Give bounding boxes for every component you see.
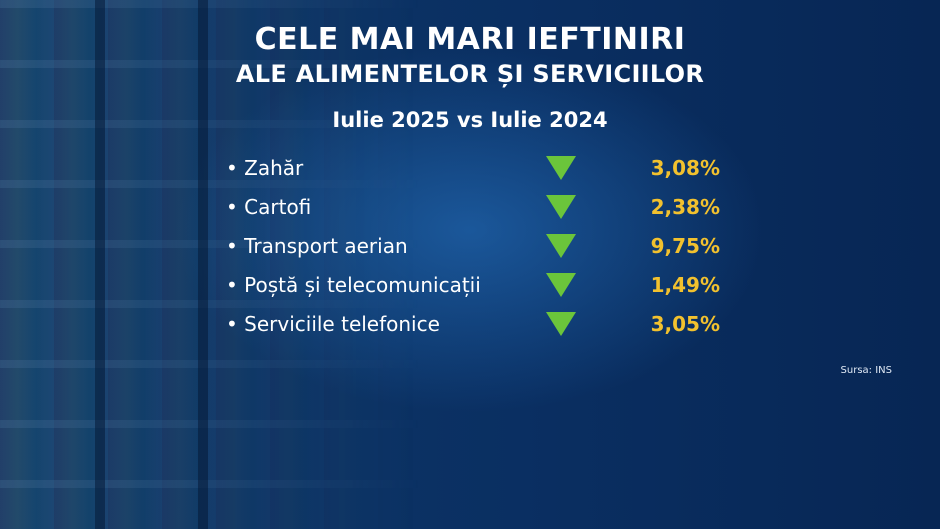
shelf-pillar: [198, 0, 208, 529]
down-triangle-icon: [546, 234, 576, 258]
down-triangle-icon: [546, 273, 576, 297]
title-line-2: ALE ALIMENTELOR ȘI SERVICIILOR: [235, 60, 705, 88]
list-item: • Zahăr 3,08%: [226, 150, 726, 189]
shelf-pillar: [95, 0, 105, 529]
down-triangle-icon: [546, 195, 576, 219]
down-triangle-icon: [546, 312, 576, 336]
item-label: • Transport aerian: [226, 234, 408, 258]
item-label: • Zahăr: [226, 156, 304, 180]
subtitle-period: Iulie 2025 vs Iulie 2024: [332, 108, 608, 132]
item-value: 3,05%: [650, 312, 720, 336]
source-note: Sursa: INS: [840, 365, 892, 376]
down-triangle-icon: [546, 156, 576, 180]
title-line-1: CELE MAI MARI IEFTINIRI: [254, 22, 686, 57]
price-drop-list: • Zahăr 3,08% • Cartofi 2,38% • Transpor…: [226, 150, 726, 345]
item-value: 2,38%: [650, 195, 720, 219]
list-item: • Poștă și telecomunicații 1,49%: [226, 267, 726, 306]
list-item: • Cartofi 2,38%: [226, 189, 726, 228]
list-item: • Serviciile telefonice 3,05%: [226, 306, 726, 345]
list-item: • Transport aerian 9,75%: [226, 228, 726, 267]
item-label: • Serviciile telefonice: [226, 312, 440, 336]
item-value: 9,75%: [650, 234, 720, 258]
item-value: 1,49%: [650, 273, 720, 297]
item-label: • Poștă și telecomunicații: [226, 273, 481, 297]
item-value: 3,08%: [650, 156, 720, 180]
item-label: • Cartofi: [226, 195, 312, 219]
supermarket-shelves-background: [0, 0, 420, 529]
